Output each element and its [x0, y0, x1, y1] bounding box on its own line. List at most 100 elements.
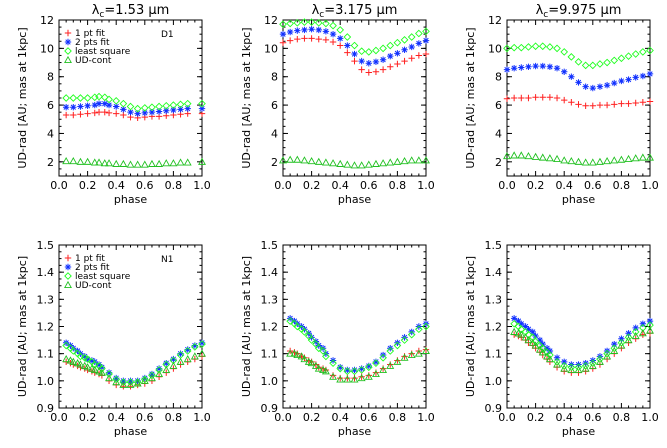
y-tick-label: 1.4: [261, 266, 279, 279]
data-point: [631, 331, 640, 340]
data-point: [401, 57, 408, 65]
data-point: [293, 155, 302, 163]
x-tick-label: 1.0: [417, 411, 435, 424]
x-tick-label: 0.4: [555, 411, 573, 424]
y-tick-label: 4: [495, 127, 502, 140]
data-point: [301, 35, 308, 42]
series-asterisk: [279, 26, 430, 67]
data-point: [422, 156, 430, 164]
data-point: [510, 327, 519, 335]
series-triangle: [62, 156, 206, 168]
data-point: [147, 373, 156, 382]
data-point: [314, 157, 323, 165]
data-point: [574, 157, 583, 165]
data-point: [307, 156, 316, 165]
data-point: [415, 325, 423, 334]
data-point: [589, 84, 596, 92]
data-point: [503, 95, 511, 102]
legend-marker-asterisk: [64, 38, 72, 46]
data-point: [371, 369, 380, 378]
y-tick-label: 1.3: [485, 293, 503, 306]
y-tick-label: 1.0: [485, 375, 503, 388]
data-point: [415, 29, 423, 38]
y-tick-label: 1.3: [261, 293, 279, 306]
data-point: [525, 94, 532, 102]
data-point: [646, 70, 654, 78]
data-point: [522, 323, 529, 330]
data-point: [510, 315, 518, 322]
data-point: [105, 159, 114, 167]
data-point: [350, 367, 359, 376]
data-point: [503, 152, 511, 160]
legend-marker-diamond: [64, 47, 72, 55]
data-point: [372, 359, 380, 368]
data-point: [394, 50, 401, 57]
data-point: [646, 153, 654, 161]
data-point: [588, 158, 597, 166]
data-point: [407, 33, 416, 41]
data-point: [624, 154, 633, 162]
data-point: [314, 344, 323, 353]
chart-panel-4: 0.0 0.2 0.4 0.6 0.8 1.0 0.9 1.0 1.1 1.2 1.3 1.4 1.5 p…: [16, 239, 211, 438]
data-point: [582, 102, 589, 109]
data-point: [176, 100, 185, 109]
data-point: [294, 27, 301, 34]
x-tick-label: 0.8: [389, 411, 407, 424]
data-point: [510, 94, 518, 102]
data-point: [543, 352, 552, 360]
y-axis-label: UD-rad [AU; mas at 1kpc]: [16, 256, 29, 397]
data-point: [62, 111, 70, 119]
y-axis-label: UD-rad [AU; mas at 1kpc]: [464, 256, 477, 397]
data-point: [588, 61, 597, 70]
data-point: [88, 357, 96, 364]
y-tick-label: 1.4: [37, 266, 55, 279]
data-point: [322, 36, 330, 44]
data-point: [169, 159, 178, 167]
data-point: [112, 97, 121, 105]
x-tick-label: 0.8: [613, 179, 631, 192]
data-point: [624, 333, 633, 342]
data-point: [574, 365, 583, 373]
data-point: [319, 347, 327, 355]
data-point: [69, 347, 78, 355]
chart-title: λc=9.975 μm: [536, 3, 622, 20]
y-tick-label: 12: [264, 14, 278, 27]
data-point: [101, 100, 108, 107]
data-point: [351, 366, 358, 374]
x-axis-label: phase: [114, 425, 147, 438]
y-tick-label: 8: [495, 71, 502, 84]
data-point: [105, 373, 114, 382]
data-point: [588, 359, 597, 368]
data-point: [344, 366, 351, 374]
data-point: [177, 106, 184, 113]
y-tick-label: 2: [495, 156, 502, 169]
data-point: [329, 372, 338, 380]
data-point: [279, 30, 287, 38]
data-point: [386, 158, 395, 166]
data-point: [350, 375, 359, 383]
series-plus: [286, 346, 430, 382]
y-tick-label: 4: [47, 127, 54, 140]
data-point: [603, 58, 611, 67]
data-point: [76, 360, 85, 368]
data-point: [140, 376, 149, 384]
data-point: [112, 159, 121, 167]
y-axis-label: UD-rad [AU; mas at 1kpc]: [240, 256, 253, 397]
data-point: [329, 30, 337, 38]
series-diamond: [279, 18, 430, 56]
chart-panel-5: 0.0 0.2 0.4 0.6 0.8 1.0 0.9 1.0 1.1 1.2 1.3 1.4 1.5 p…: [240, 239, 435, 438]
data-point: [69, 357, 78, 365]
data-point: [414, 156, 423, 164]
data-point: [358, 66, 365, 73]
data-point: [141, 109, 148, 117]
data-point: [624, 335, 633, 344]
data-point: [183, 354, 192, 363]
data-point: [518, 94, 525, 102]
data-point: [422, 322, 430, 331]
data-point: [119, 380, 128, 388]
data-point: [379, 353, 387, 362]
data-point: [336, 159, 345, 167]
data-point: [524, 43, 533, 51]
data-point: [532, 62, 539, 70]
x-tick-label: 1.0: [641, 411, 659, 424]
